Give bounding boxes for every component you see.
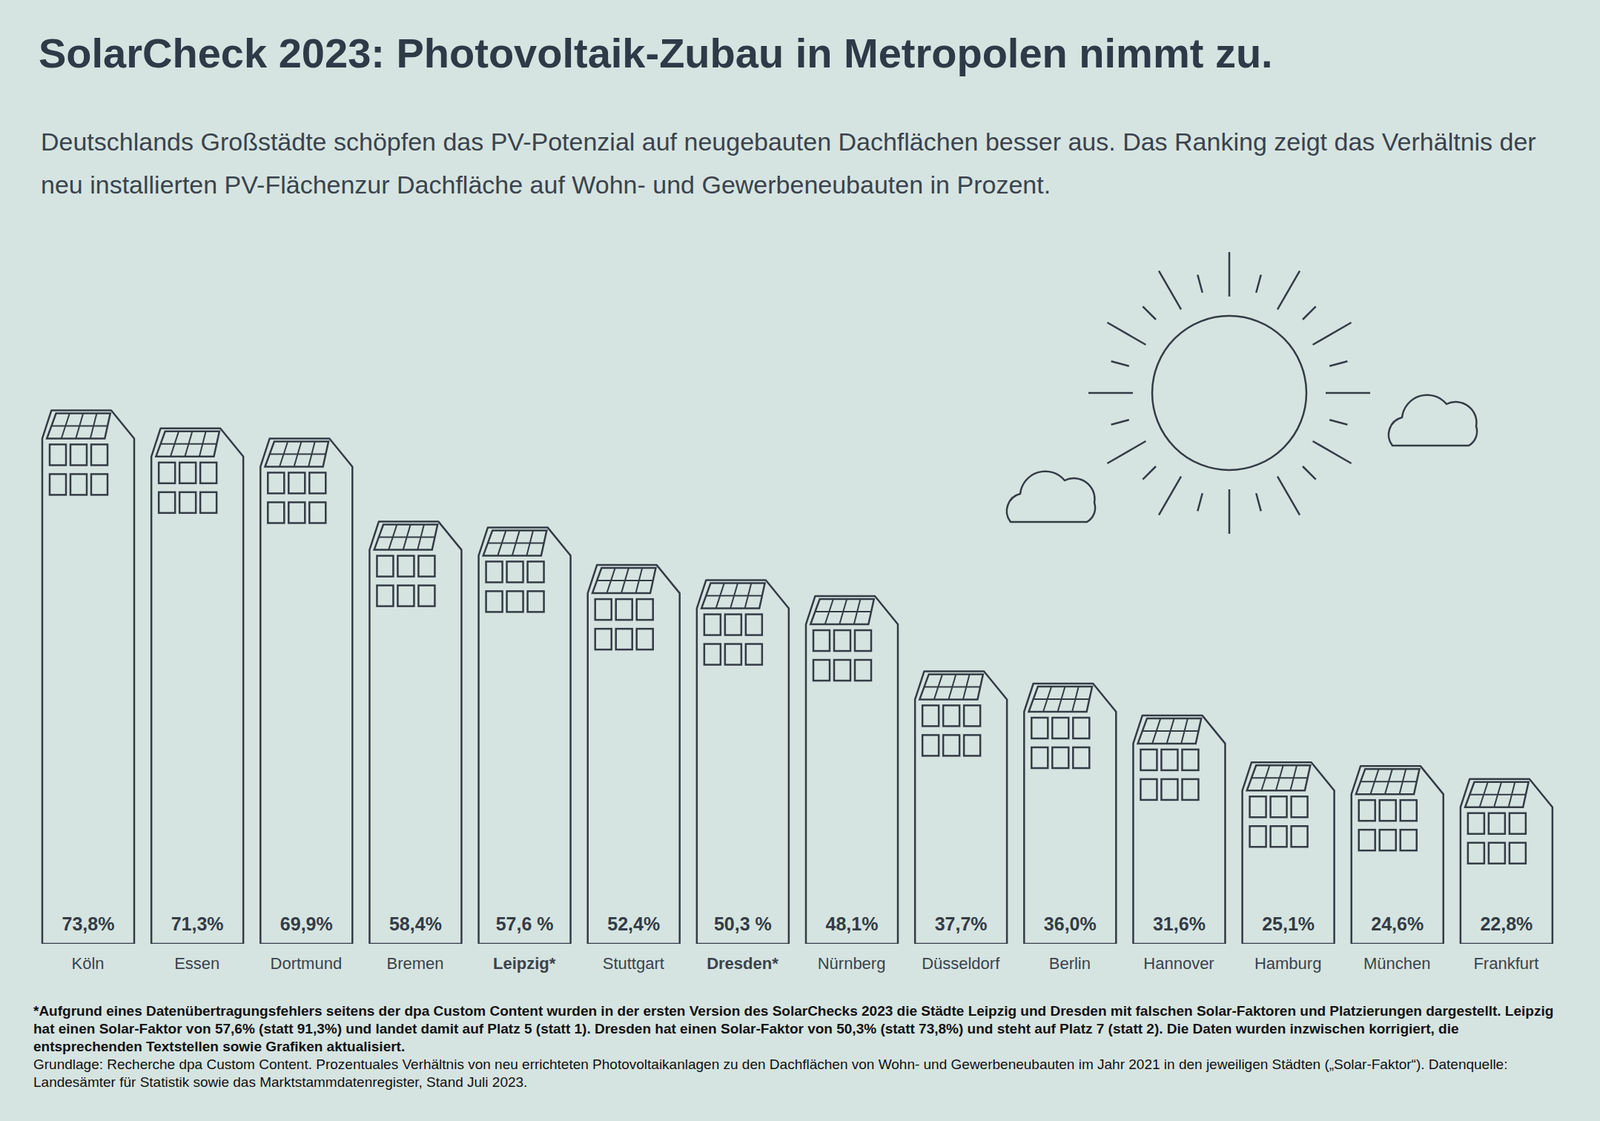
svg-text:25,1%: 25,1% bbox=[1261, 913, 1315, 935]
svg-text:Dresden*: Dresden* bbox=[706, 954, 779, 973]
svg-text:Leipzig*: Leipzig* bbox=[493, 954, 557, 973]
svg-text:Berlin: Berlin bbox=[1049, 954, 1091, 973]
html-text:*Aufgrund eines Datenübertragu: *Aufgrund eines Datenübertragungsfehlers… bbox=[33, 1003, 1554, 1055]
svg-text:Frankfurt: Frankfurt bbox=[1473, 954, 1539, 973]
svg-text:Essen: Essen bbox=[174, 954, 220, 973]
svg-text:22,8%: 22,8% bbox=[1479, 913, 1533, 935]
svg-text:Düsseldorf: Düsseldorf bbox=[921, 954, 1001, 973]
svg-text:36,0%: 36,0% bbox=[1043, 913, 1097, 935]
html-text:Deutschlands Großstädte schöpf: Deutschlands Großstädte schöpfen das PV-… bbox=[40, 127, 1537, 199]
svg-text:48,1%: 48,1% bbox=[825, 913, 879, 935]
svg-text:Bremen: Bremen bbox=[386, 954, 444, 973]
svg-text:69,9%: 69,9% bbox=[280, 913, 333, 935]
svg-text:73,8%: 73,8% bbox=[62, 913, 115, 935]
svg-text:24,6%: 24,6% bbox=[1370, 913, 1424, 935]
svg-text:Hamburg: Hamburg bbox=[1254, 954, 1322, 973]
svg-text:Dortmund: Dortmund bbox=[270, 954, 343, 973]
svg-text:37,7%: 37,7% bbox=[934, 913, 988, 935]
svg-text:58,4%: 58,4% bbox=[389, 913, 442, 935]
svg-text:50,3 %: 50,3 % bbox=[713, 913, 772, 935]
svg-text:Stuttgart: Stuttgart bbox=[602, 954, 665, 973]
svg-text:Nürnberg: Nürnberg bbox=[817, 954, 887, 973]
svg-text:Hannover: Hannover bbox=[1143, 954, 1214, 973]
html-text:SolarCheck 2023: Photovoltaik-: SolarCheck 2023: Photovoltaik-Zubau in M… bbox=[38, 29, 1273, 77]
svg-text:52,4%: 52,4% bbox=[607, 913, 660, 935]
svg-text:31,6%: 31,6% bbox=[1152, 913, 1206, 935]
svg-text:57,6 %: 57,6 % bbox=[496, 913, 554, 935]
svg-text:München: München bbox=[1363, 954, 1431, 973]
svg-text:71,3%: 71,3% bbox=[171, 913, 224, 935]
svg-text:Köln: Köln bbox=[71, 954, 105, 973]
html-text:Grundlage: Recherche dpa Custo: Grundlage: Recherche dpa Custom Content.… bbox=[33, 1056, 1508, 1090]
